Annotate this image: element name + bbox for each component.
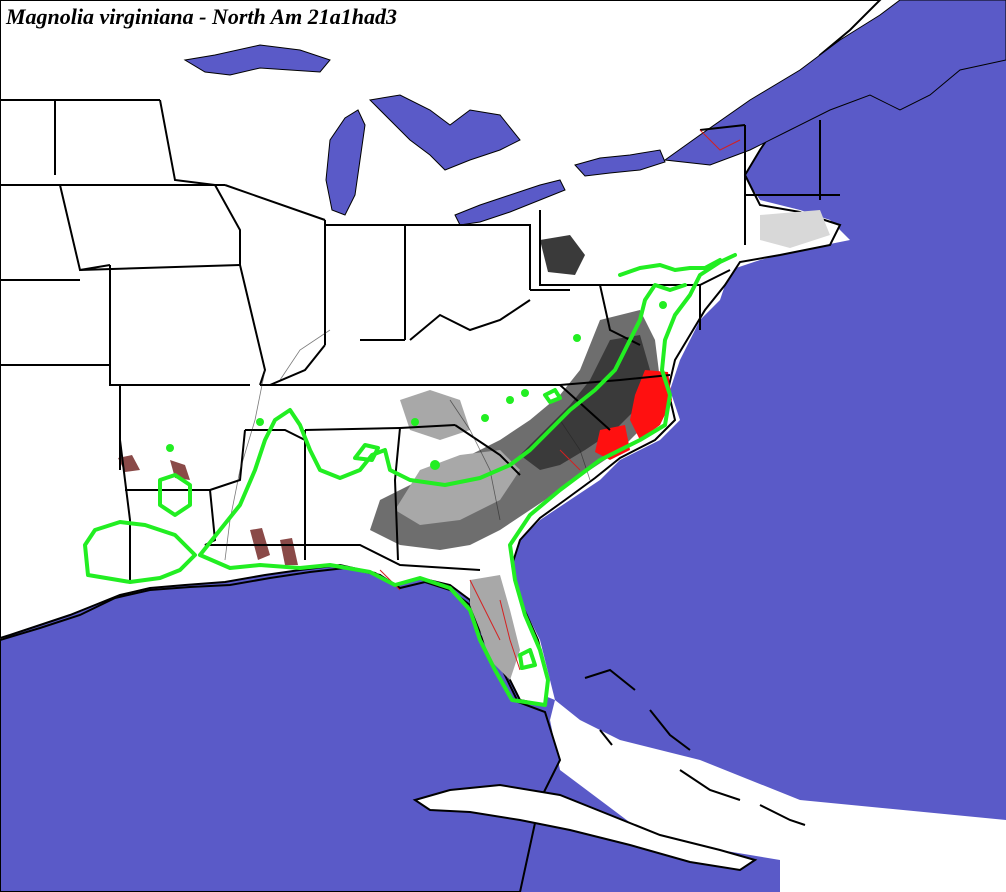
lake-ontario bbox=[574, 149, 666, 177]
rivers bbox=[224, 329, 591, 561]
st-lawrence bbox=[663, 0, 1006, 166]
lake-superior bbox=[183, 44, 331, 76]
gulf-of-mexico bbox=[0, 566, 562, 892]
range-outline bbox=[83, 253, 737, 707]
cuba bbox=[412, 783, 758, 872]
range-outline-dots bbox=[166, 301, 667, 470]
state-boundaries bbox=[0, 99, 840, 580]
red-streams bbox=[379, 129, 741, 671]
map-title: Magnolia virginiana - North Am 21a1had3 bbox=[6, 4, 397, 29]
atlantic-east bbox=[510, 0, 1006, 820]
lake-erie bbox=[454, 179, 566, 226]
lake-huron bbox=[368, 94, 521, 171]
lake-michigan bbox=[325, 109, 366, 216]
bahamas bbox=[584, 668, 806, 826]
